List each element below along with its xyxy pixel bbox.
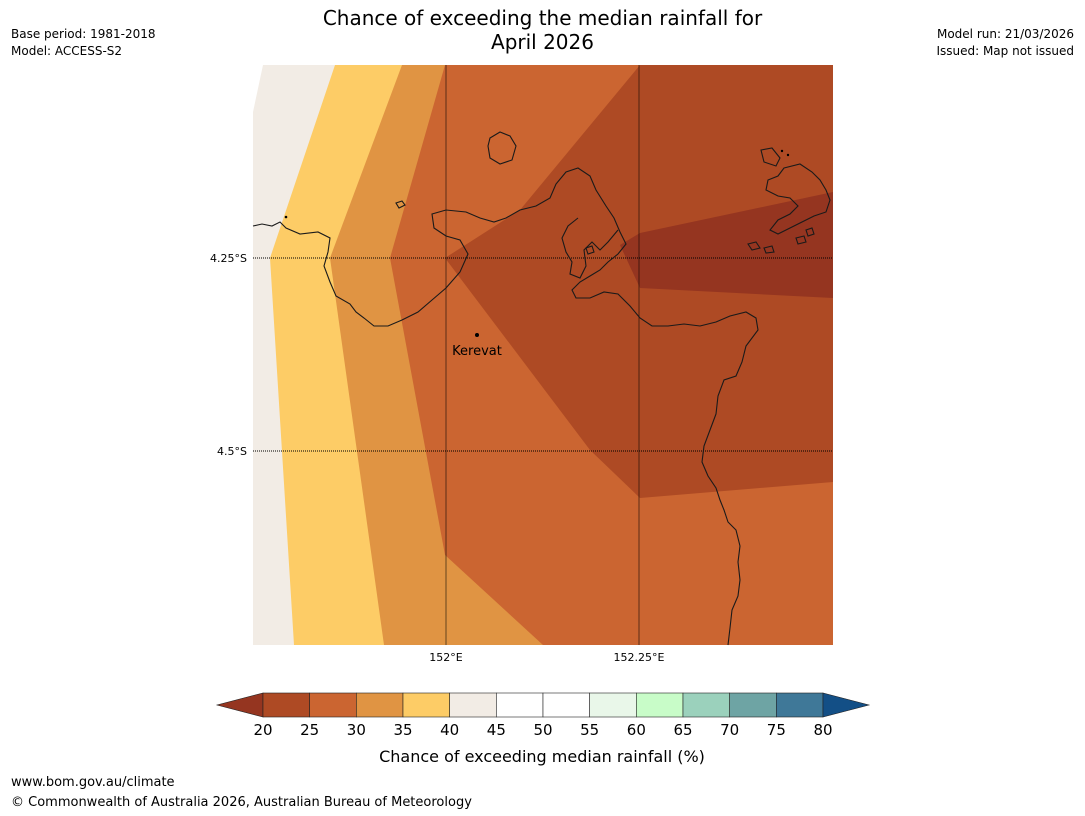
colorbar-tick-label: 35 [393,721,412,739]
colorbar-segment [542,692,590,718]
map-title: Chance of exceeding the median rainfall … [0,6,1085,54]
colorbar-over-arrow [822,692,871,718]
colorbar-segment [682,692,730,718]
map-title-line1: Chance of exceeding the median rainfall … [322,6,763,30]
issued-status: Issued: Map not issued [936,44,1074,58]
colorbar-tick-label: 70 [720,721,739,739]
lat-label-4-5: 4.5°S [217,445,247,458]
map-shading [253,65,833,645]
footer-copyright: © Commonwealth of Australia 2026, Austra… [11,795,472,810]
zone-35-40 [253,65,402,645]
colorbar-tick-label: 40 [440,721,459,739]
zone-45-50 [253,65,263,112]
colorbar-segment [776,692,824,718]
base-period: Base period: 1981-2018 [11,27,156,41]
colorbar-tick-label: 75 [767,721,786,739]
map-title-line2: April 2026 [491,30,594,54]
colorbar-label: Chance of exceeding median rainfall (%) [379,747,705,766]
coastline [252,131,831,646]
colorbar-ticks: 20 25 30 35 40 45 50 55 60 65 70 75 80 [253,721,832,739]
lon-label-152: 152°E [429,651,462,664]
colorbar-tick-label: 60 [627,721,646,739]
place-label-kerevat: Kerevat [452,344,502,359]
colorbar-tick-label: 45 [487,721,506,739]
colorbar-segments [215,692,871,718]
colorbar-tick-label: 65 [673,721,692,739]
meta-left: Base period: 1981-2018 Model: ACCESS-S2 [11,26,156,60]
colorbar-tick-label: 25 [300,721,319,739]
colorbar-segment [636,692,684,718]
colorbar-segment [496,692,544,718]
zone-40-45 [253,65,335,645]
colorbar-tick-label: 80 [813,721,832,739]
footer-url[interactable]: www.bom.gov.au/climate [11,775,175,790]
colorbar-tick-label: 50 [533,721,552,739]
meta-right: Model run: 21/03/2026 Issued: Map not is… [936,26,1074,60]
zone-below-20 [620,192,833,298]
lat-label-4-25: 4.25°S [210,252,247,265]
colorbar-segment [589,692,637,718]
colorbar-segment [356,692,404,718]
colorbar-segment [309,692,357,718]
colorbar-tick-label: 30 [347,721,366,739]
colorbar-segment [729,692,777,718]
lon-label-152-25: 152.25°E [614,651,665,664]
colorbar-segment [262,692,310,718]
colorbar-tick-label: 55 [580,721,599,739]
colorbar-under-arrow [215,692,264,718]
model-name: Model: ACCESS-S2 [11,44,123,58]
colorbar-segment [449,692,497,718]
colorbar-segment [402,692,450,718]
model-run: Model run: 21/03/2026 [936,27,1074,41]
kerevat-marker [475,333,479,337]
colorbar-tick-label: 20 [253,721,272,739]
